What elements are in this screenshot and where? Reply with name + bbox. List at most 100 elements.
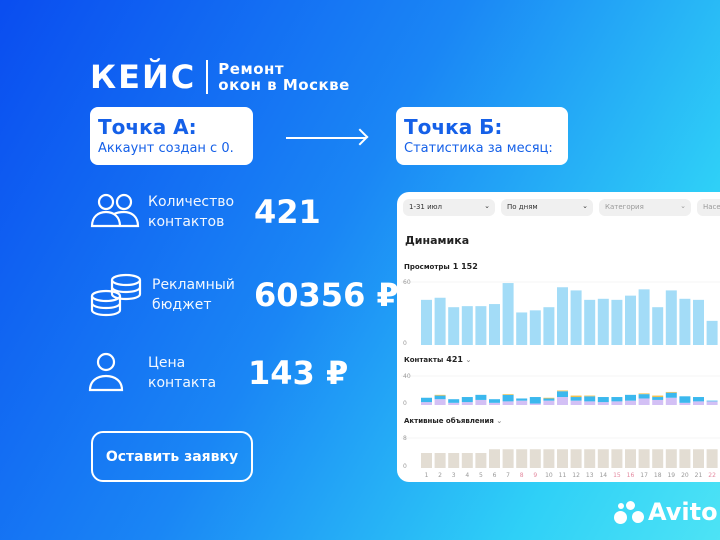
user-icon [88, 352, 124, 392]
x-tick-label: 15 [613, 472, 621, 479]
chevron-down-icon: ⌄ [496, 417, 503, 425]
views-label-text: Просмотры [404, 263, 450, 271]
bar-segment [421, 397, 432, 403]
period-filter[interactable]: По дням ⌄ [501, 199, 593, 216]
coins-icon [90, 273, 142, 317]
bar [665, 290, 677, 345]
bar-segment [529, 403, 541, 405]
bar [597, 449, 609, 468]
point-a-desc: Аккаунт создан с 0. [98, 141, 234, 156]
filter-label: 1-31 июл [409, 203, 443, 211]
x-tick-label: 16 [627, 472, 635, 479]
bar-segment [502, 394, 514, 395]
x-tick-label: 2 [438, 472, 442, 479]
bar [706, 449, 718, 468]
bar-segment [597, 397, 609, 403]
bar-segment [434, 399, 446, 405]
bar-segment [516, 400, 528, 405]
bar-segment [570, 400, 582, 405]
bar [625, 449, 636, 468]
bar [421, 299, 432, 345]
bar [584, 449, 596, 468]
x-tick-label: 19 [667, 472, 675, 479]
bar [665, 449, 677, 468]
metric-label: Рекламный [152, 277, 235, 293]
bar-segment [665, 397, 677, 405]
metric-label: Цена [148, 355, 186, 371]
bar [570, 449, 582, 468]
bar-segment [421, 402, 432, 405]
chevron-down-icon: ⌄ [484, 202, 490, 210]
bar [543, 449, 555, 468]
bar-segment [557, 390, 568, 392]
contacts-label[interactable]: Контакты 421 ⌄ [404, 355, 471, 364]
brand-title: КЕЙС [90, 58, 197, 96]
bar [679, 298, 691, 345]
bar [693, 449, 704, 468]
bar [516, 312, 528, 345]
bar-segment [584, 396, 596, 402]
metric-label: контакта [148, 375, 217, 391]
bar [461, 306, 473, 345]
x-tick-label: 20 [681, 472, 689, 479]
bar-segment [461, 397, 473, 403]
x-tick-label: 9 [533, 472, 537, 479]
ads-label[interactable]: Активные объявления ⌄ [404, 417, 502, 425]
bar-segment [693, 397, 704, 402]
bar-segment [557, 397, 568, 405]
bar-segment [543, 400, 555, 405]
divider [206, 60, 209, 94]
bar [461, 453, 473, 468]
x-tick-label: 14 [599, 472, 607, 479]
views-total: 1 152 [452, 262, 478, 271]
brand-subtitle: окон в Москве [218, 76, 350, 94]
point-b-desc: Статистика за месяц: [404, 141, 553, 156]
metric-label: контактов [148, 214, 225, 230]
category-filter[interactable]: Категория ⌄ [599, 199, 691, 216]
bar-segment [652, 399, 664, 405]
bar-segment [584, 401, 596, 405]
bar-segment [529, 397, 541, 404]
point-b-card: Точка Б: Статистика за месяц: [396, 107, 568, 165]
bar [448, 307, 460, 345]
bar-segment [543, 397, 555, 399]
bar-segment [679, 396, 691, 403]
contacts-label-text: Контакты [404, 356, 444, 364]
bar-segment [652, 397, 664, 400]
metric-label: бюджет [152, 297, 212, 313]
bar-segment [638, 394, 650, 399]
bar [543, 307, 555, 345]
bar [584, 299, 596, 345]
bar-segment [693, 401, 704, 405]
y-tick-label: 0 [403, 463, 407, 470]
bar [679, 449, 691, 468]
metric-label: Количество [148, 194, 235, 210]
x-tick-label: 11 [559, 472, 567, 479]
location-filter[interactable]: Насел [697, 199, 720, 216]
x-tick-label: 17 [640, 472, 648, 479]
bar-segment [706, 401, 718, 405]
bar [557, 287, 568, 345]
x-tick-label: 21 [695, 472, 703, 479]
x-tick-label: 1 [425, 472, 429, 479]
x-tick-label: 7 [506, 472, 510, 479]
x-tick-label: 5 [479, 472, 483, 479]
bar-segment [475, 394, 487, 400]
point-a-title: Точка А: [98, 115, 197, 139]
bar [706, 320, 718, 345]
bar-segment [611, 401, 623, 405]
bar-segment [665, 392, 677, 398]
bar [638, 289, 650, 345]
metric-value: 60356 ₽ [254, 276, 399, 314]
y-tick-label: 60 [403, 279, 411, 286]
chevron-down-icon: ⌄ [465, 356, 472, 364]
submit-request-button[interactable]: Оставить заявку [91, 431, 253, 482]
bar-segment [489, 402, 500, 405]
bar [529, 310, 541, 345]
x-tick-label: 22 [708, 472, 716, 479]
date-filter[interactable]: 1-31 июл ⌄ [403, 199, 495, 216]
bar [516, 449, 528, 468]
metric-price: Цена контакта 143 ₽ [88, 352, 348, 394]
bar-segment [475, 399, 487, 405]
x-tick-label: 12 [572, 472, 580, 479]
